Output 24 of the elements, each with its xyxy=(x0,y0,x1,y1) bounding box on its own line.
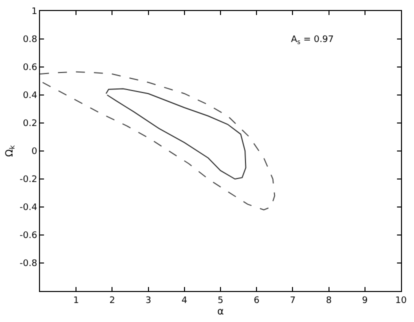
x-tick-label: 1 xyxy=(73,296,79,306)
y-tick-label: 0.4 xyxy=(22,91,38,102)
x-tick-label: 5 xyxy=(218,296,224,306)
y-tick-label: 0 xyxy=(31,147,38,158)
x-axis-title: α xyxy=(217,306,224,318)
annotation: A$_{s}$ = 0.97 xyxy=(291,35,334,46)
x-tick-label: 8 xyxy=(326,296,332,306)
y-tick-label: 0.8 xyxy=(22,35,38,46)
x-tick-label: 6 xyxy=(254,296,260,306)
y-tick-label: 0.2 xyxy=(22,119,38,130)
x-tick-label: 2 xyxy=(109,296,116,306)
line-series xyxy=(106,88,246,180)
x-tick-label: 3 xyxy=(145,296,152,306)
x-tick-label: 4 xyxy=(182,296,188,306)
y-tick-label: -0.6 xyxy=(20,231,38,242)
y-tick-label: 0.6 xyxy=(22,63,38,74)
y-tick-label: -0.4 xyxy=(20,203,38,214)
line-series xyxy=(40,71,276,210)
y-tick-label: 1 xyxy=(31,7,38,18)
y-tick-label: -0.2 xyxy=(20,175,38,186)
x-tick-label: 9 xyxy=(362,296,368,306)
x-tick-label: 7 xyxy=(290,296,296,306)
y-tick-label: -0.8 xyxy=(20,259,38,270)
x-tick-label: 10 xyxy=(395,296,407,306)
